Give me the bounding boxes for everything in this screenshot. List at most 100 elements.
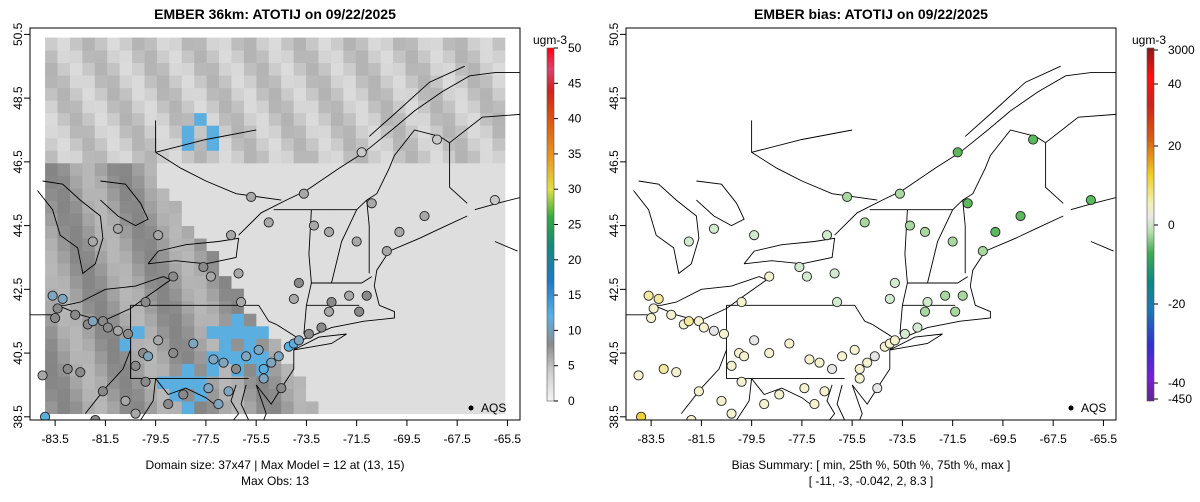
grid-cell bbox=[219, 213, 232, 226]
grid-cell bbox=[69, 213, 83, 226]
bias-point bbox=[889, 335, 900, 346]
grid-cell bbox=[82, 388, 96, 402]
boundary-line bbox=[100, 180, 149, 227]
grid-cell bbox=[268, 125, 282, 139]
grid-cell bbox=[343, 62, 357, 76]
grid-cell bbox=[268, 275, 282, 289]
grid-cell bbox=[156, 112, 170, 126]
map-boundaries bbox=[30, 65, 520, 420]
grid-cell bbox=[169, 150, 183, 164]
boundary-line bbox=[238, 72, 520, 236]
grid-cell bbox=[306, 75, 319, 89]
grid-cell bbox=[206, 75, 220, 89]
grid-cell bbox=[417, 263, 431, 277]
grid-cell bbox=[480, 87, 493, 101]
grid-cell bbox=[132, 75, 145, 89]
grid-cell bbox=[181, 401, 195, 415]
grid-cell bbox=[492, 288, 506, 302]
grid-cell bbox=[219, 376, 232, 389]
bias-point bbox=[739, 351, 750, 362]
grid-cell bbox=[467, 313, 481, 327]
grid-cell bbox=[82, 250, 96, 264]
station-point bbox=[263, 217, 274, 228]
grid-cell bbox=[156, 213, 170, 226]
grid-cell bbox=[430, 50, 444, 64]
boundary-line bbox=[1045, 113, 1116, 144]
grid-cell bbox=[194, 87, 208, 101]
boundary-line bbox=[726, 304, 873, 325]
grid-cell bbox=[430, 213, 444, 226]
grid-cell bbox=[293, 162, 307, 176]
grid-cell bbox=[393, 175, 406, 189]
grid-cell bbox=[330, 150, 344, 164]
station-point bbox=[361, 290, 372, 301]
right-colorbar-tick-label: -40 bbox=[1168, 376, 1186, 390]
grid-cell bbox=[380, 213, 394, 226]
boundary-line bbox=[869, 129, 1064, 211]
bias-point bbox=[1085, 195, 1096, 206]
grid-cell bbox=[368, 50, 382, 64]
grid-cell bbox=[380, 125, 394, 139]
boundary-line bbox=[276, 324, 297, 338]
station-point bbox=[356, 147, 367, 158]
grid-cell bbox=[442, 401, 456, 415]
grid-cell bbox=[169, 238, 183, 252]
grid-cell bbox=[417, 200, 431, 214]
grid-cell bbox=[231, 325, 245, 339]
grid-cell bbox=[442, 350, 456, 364]
grid-cell bbox=[107, 313, 121, 327]
boundary-line bbox=[1090, 241, 1114, 252]
grid-cell bbox=[455, 338, 469, 352]
grid-cell bbox=[442, 363, 456, 377]
grid-cell bbox=[393, 288, 406, 302]
grid-cell bbox=[306, 37, 319, 51]
grid-cell bbox=[330, 62, 344, 76]
grid-cell bbox=[368, 162, 382, 176]
left-xtick-label: -75.5 bbox=[242, 432, 270, 446]
grid-cell bbox=[107, 263, 121, 277]
grid-cell bbox=[181, 150, 195, 164]
grid-cell bbox=[82, 187, 96, 201]
grid-cell bbox=[306, 250, 319, 264]
right-y-axis: 38.5 40.5 42.5 44.5 46.5 48.5 50.5 bbox=[607, 22, 626, 428]
bias-point bbox=[940, 290, 951, 301]
left-colorbar-tick-label: 10 bbox=[568, 323, 582, 337]
grid-cell bbox=[442, 388, 456, 402]
grid-cell bbox=[94, 376, 108, 389]
grid-cell bbox=[219, 75, 232, 89]
grid-cell bbox=[57, 62, 71, 76]
grid-cell bbox=[293, 225, 307, 239]
grid-cell bbox=[119, 62, 133, 76]
left-chart-title: EMBER 36km: ATOTIJ on 09/22/2025 bbox=[154, 6, 396, 22]
grid-cell bbox=[144, 213, 158, 226]
grid-cell bbox=[169, 75, 183, 89]
right-legend-aqs-marker bbox=[1068, 405, 1074, 411]
grid-cell bbox=[57, 112, 71, 126]
grid-cell bbox=[405, 50, 419, 64]
grid-cell bbox=[467, 376, 481, 389]
grid-cell bbox=[442, 300, 456, 314]
grid-cell bbox=[231, 162, 245, 176]
grid-cell bbox=[256, 125, 270, 139]
grid-cell bbox=[82, 37, 96, 51]
bias-point bbox=[666, 309, 677, 320]
grid-cell bbox=[45, 325, 58, 339]
bias-point bbox=[736, 297, 747, 308]
grid-cell bbox=[107, 137, 121, 151]
grid-cell bbox=[355, 350, 369, 364]
station-point bbox=[57, 293, 68, 304]
grid-cell bbox=[393, 150, 406, 164]
grid-cell bbox=[132, 175, 145, 189]
boundary-line bbox=[633, 180, 700, 275]
grid-cell bbox=[107, 162, 121, 176]
grid-cell bbox=[380, 350, 394, 364]
grid-cell bbox=[393, 338, 406, 352]
grid-cell bbox=[57, 263, 71, 277]
grid-cell bbox=[492, 75, 506, 89]
grid-cell bbox=[318, 62, 332, 76]
bias-points bbox=[633, 134, 1096, 420]
grid-cell bbox=[156, 313, 170, 327]
grid-cell bbox=[430, 325, 444, 339]
grid-cell bbox=[467, 200, 481, 214]
grid-cell bbox=[181, 162, 195, 176]
